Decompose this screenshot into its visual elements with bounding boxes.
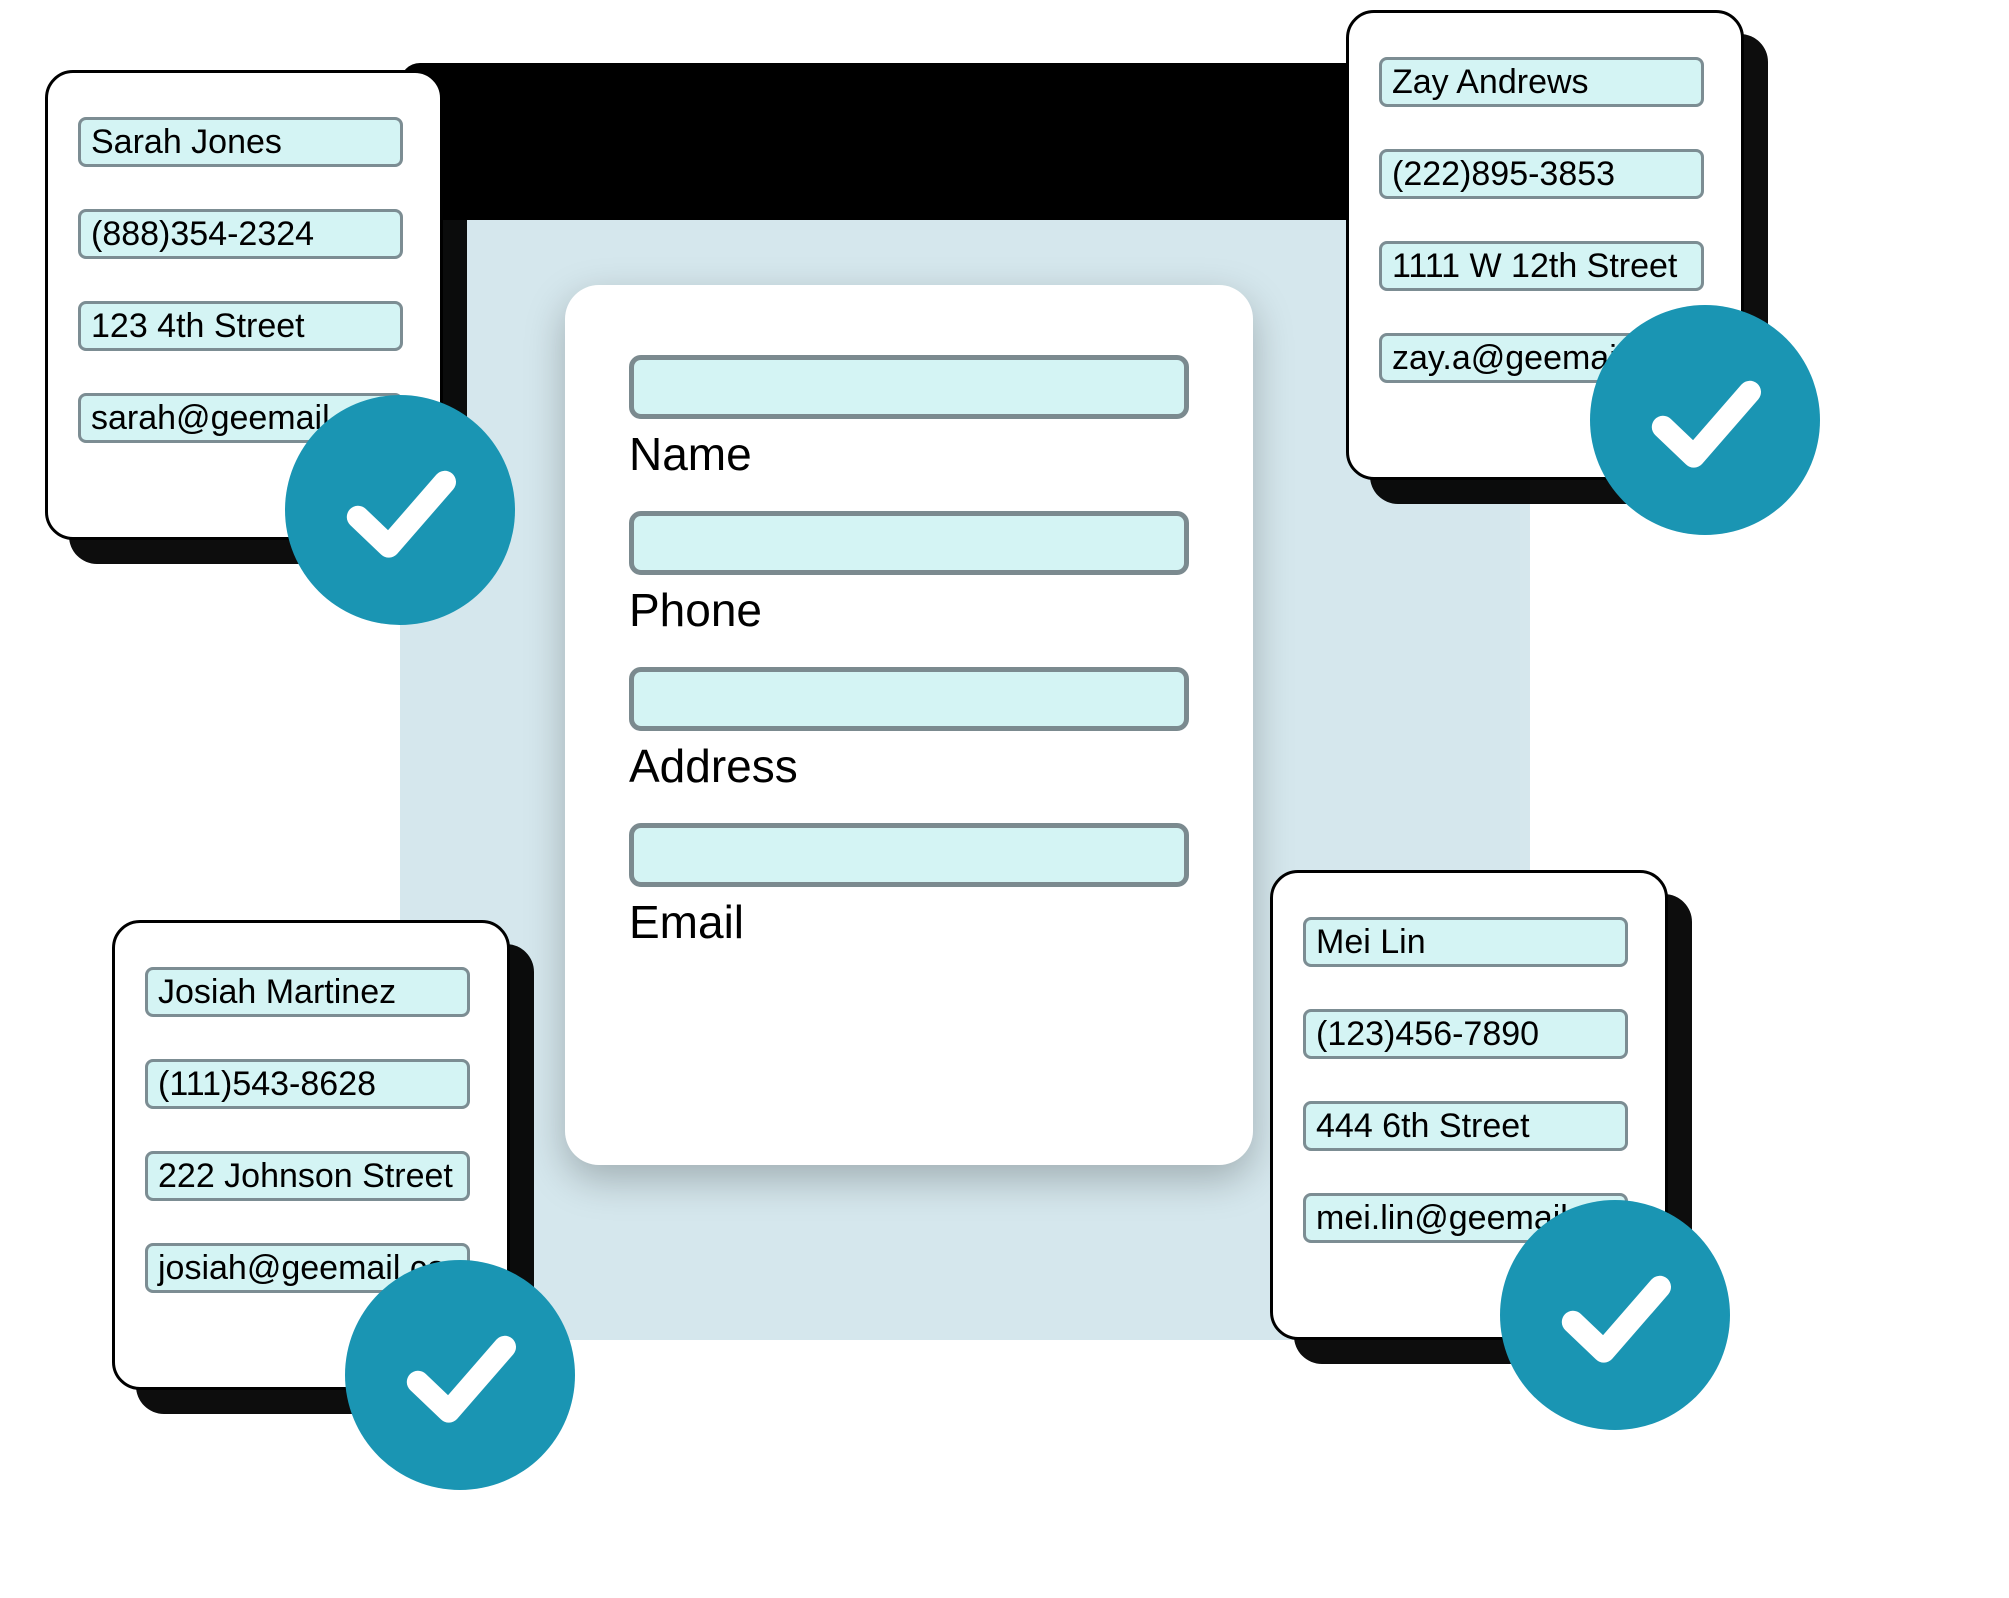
address-label: Address [629, 739, 1189, 793]
address-input[interactable] [629, 667, 1189, 731]
checkmark-icon [345, 1260, 575, 1490]
name-input[interactable] [629, 355, 1189, 419]
checkmark-icon [1500, 1200, 1730, 1430]
contact-name-field: Mei Lin [1303, 917, 1628, 967]
form-group-name: Name [629, 355, 1189, 481]
form-group-email: Email [629, 823, 1189, 949]
name-label: Name [629, 427, 1189, 481]
email-input[interactable] [629, 823, 1189, 887]
contact-name-field: Josiah Martinez [145, 967, 470, 1017]
contact-phone-field: (888)354-2324 [78, 209, 403, 259]
contact-address-field: 123 4th Street [78, 301, 403, 351]
contact-phone-field: (111)543-8628 [145, 1059, 470, 1109]
phone-input[interactable] [629, 511, 1189, 575]
checkmark-icon [1590, 305, 1820, 535]
checkmark-icon [285, 395, 515, 625]
diagram-stage: Name Phone Address Email Sarah Jones (88… [0, 0, 2009, 1598]
phone-label: Phone [629, 583, 1189, 637]
contact-name-field: Zay Andrews [1379, 57, 1704, 107]
contact-address-field: 444 6th Street [1303, 1101, 1628, 1151]
contact-phone-field: (222)895-3853 [1379, 149, 1704, 199]
form-group-address: Address [629, 667, 1189, 793]
contact-address-field: 222 Johnson Street [145, 1151, 470, 1201]
contact-address-field: 1111 W 12th Street [1379, 241, 1704, 291]
form-template-card: Name Phone Address Email [565, 285, 1253, 1165]
contact-name-field: Sarah Jones [78, 117, 403, 167]
email-label: Email [629, 895, 1189, 949]
contact-phone-field: (123)456-7890 [1303, 1009, 1628, 1059]
form-group-phone: Phone [629, 511, 1189, 637]
